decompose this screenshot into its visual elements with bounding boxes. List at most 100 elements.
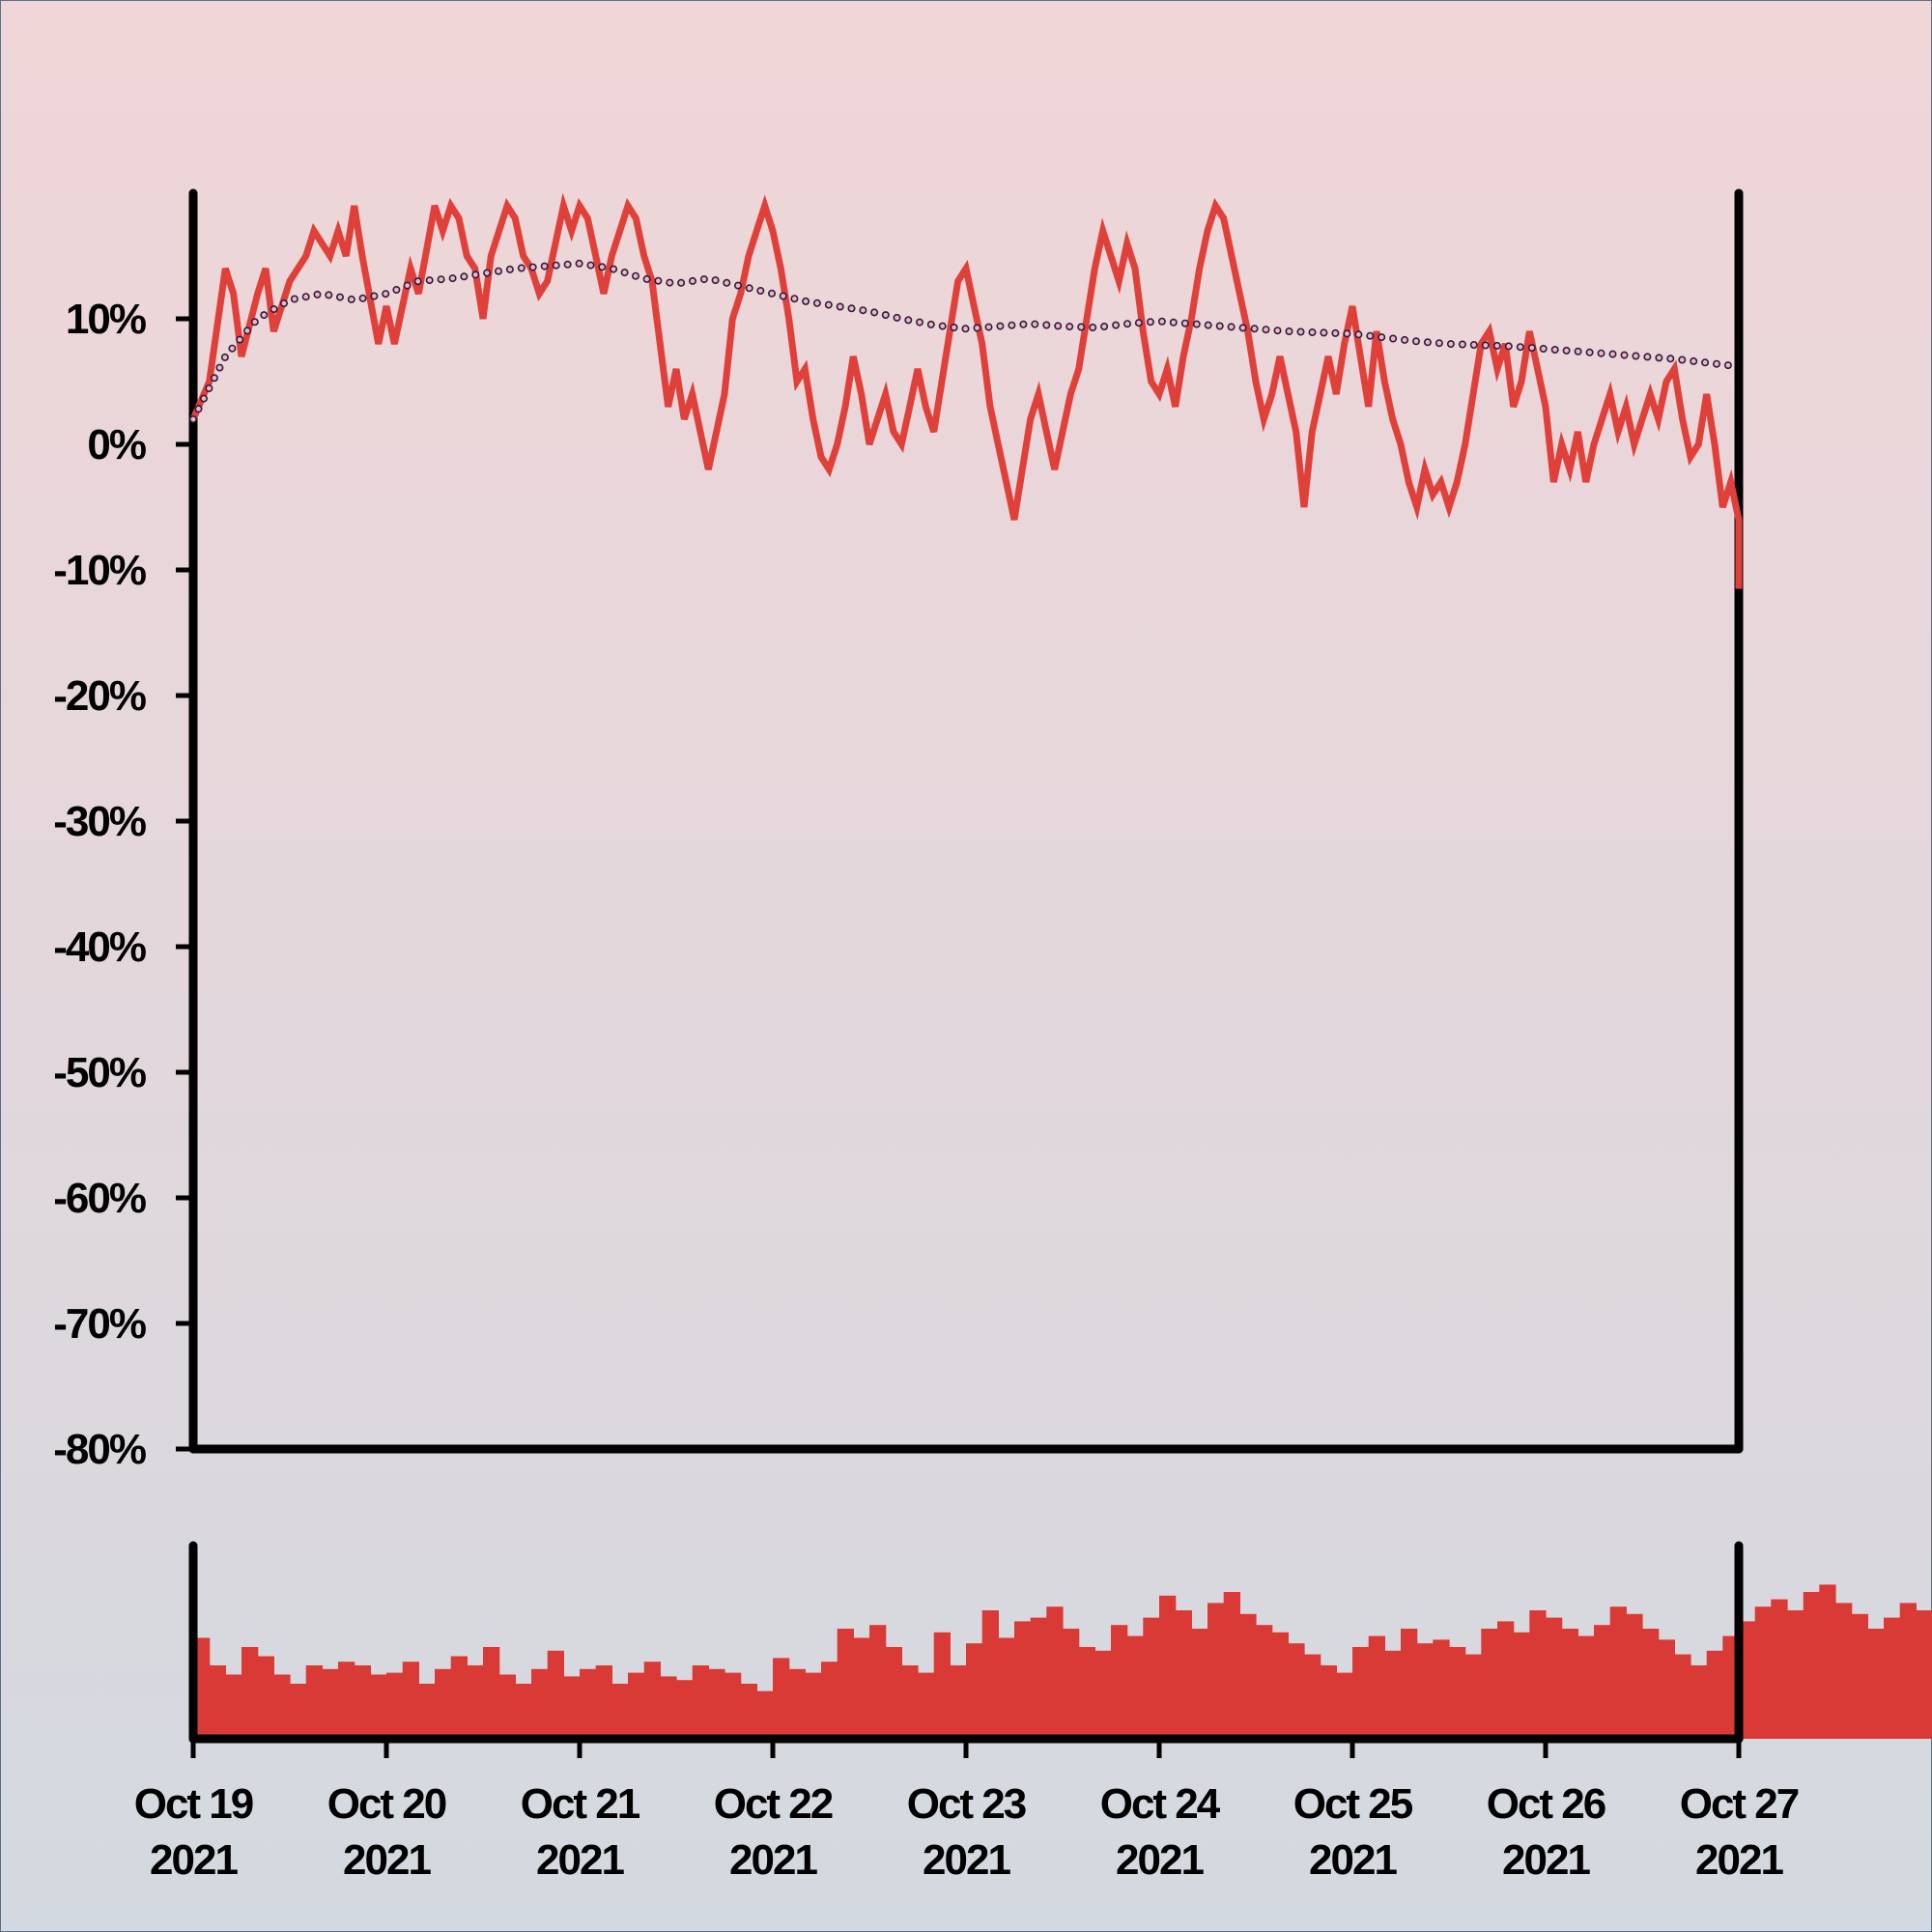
trend-point — [996, 322, 1005, 330]
trend-point — [961, 325, 970, 333]
axes — [188, 188, 1744, 1744]
volume-bar — [450, 1656, 468, 1739]
volume-bar — [386, 1672, 404, 1739]
volume-bar — [1014, 1621, 1032, 1739]
volume-bars — [193, 1584, 1932, 1739]
x-tick-label-year: 2021 — [1695, 1836, 1783, 1884]
trend-point — [642, 274, 651, 283]
volume-bar — [322, 1668, 339, 1739]
trend-point — [1389, 334, 1398, 343]
trend-point — [802, 297, 810, 305]
volume-bar — [643, 1662, 661, 1739]
volume-bar — [209, 1665, 226, 1739]
volume-bar — [1239, 1613, 1257, 1739]
y-tick-label: 10% — [66, 296, 146, 343]
trend-point — [200, 394, 209, 403]
volume-bar — [1754, 1606, 1772, 1739]
trend-point — [347, 295, 355, 303]
trend-point — [358, 294, 367, 302]
volume-bar — [1577, 1635, 1595, 1739]
volume-bar — [1078, 1647, 1095, 1739]
volume-bar — [1481, 1629, 1498, 1739]
volume-bar — [1401, 1629, 1418, 1739]
trend-point — [250, 318, 259, 327]
x-tick-label-date: Oct 26 — [1487, 1780, 1605, 1828]
trend-point — [598, 263, 607, 271]
trend-point — [1343, 329, 1351, 338]
trend-point — [870, 308, 879, 317]
volume-bar — [1271, 1632, 1289, 1739]
trend-point — [1123, 320, 1132, 328]
volume-bar — [402, 1662, 419, 1739]
volume-bar — [1561, 1629, 1578, 1739]
trend-point — [194, 405, 203, 413]
volume-bar — [1464, 1654, 1482, 1739]
trend-point — [563, 260, 572, 269]
volume-bar — [1094, 1650, 1112, 1739]
trend-point — [1065, 323, 1074, 331]
volume-bar — [1208, 1603, 1225, 1739]
volume-bar — [1046, 1606, 1064, 1739]
trend-point — [1678, 355, 1687, 364]
volume-bar — [1642, 1629, 1660, 1739]
volume-bar — [1835, 1603, 1853, 1739]
trend-point — [677, 278, 686, 287]
volume-bar — [1803, 1592, 1820, 1739]
x-tick-label-date: Oct 21 — [521, 1780, 640, 1828]
trend-point — [1620, 351, 1629, 359]
volume-bar — [1674, 1654, 1691, 1739]
volume-bar — [595, 1665, 612, 1739]
volume-bar — [724, 1672, 742, 1739]
volume-bar — [1884, 1617, 1901, 1739]
volume-bar — [1787, 1610, 1804, 1739]
volume-bar — [257, 1656, 274, 1739]
trend-point — [220, 353, 229, 361]
x-tick-label-year: 2021 — [536, 1836, 624, 1884]
trend-point — [711, 276, 720, 285]
trend-point — [403, 281, 412, 290]
trend-point — [413, 277, 422, 286]
trend-point — [1169, 318, 1178, 327]
trend-point — [552, 261, 560, 270]
y-tick-label: 0% — [87, 421, 145, 469]
x-tick-label-date: Oct 23 — [907, 1780, 1026, 1828]
trend-point — [1723, 361, 1732, 370]
volume-bar — [1063, 1629, 1080, 1739]
trend-point — [290, 295, 298, 303]
trend-point — [528, 263, 537, 271]
trend-point — [1019, 320, 1028, 328]
volume-bar — [1529, 1610, 1547, 1739]
trend-point — [425, 276, 434, 285]
volume-bar — [869, 1625, 887, 1739]
trend-point — [586, 261, 595, 270]
trend-point — [1354, 330, 1363, 339]
trend-point — [756, 286, 765, 295]
volume-bar — [901, 1665, 919, 1739]
trend-point — [950, 323, 958, 331]
y-tick-label: -60% — [53, 1175, 146, 1222]
x-tick-label-year: 2021 — [150, 1836, 238, 1884]
y-tick-label: -10% — [53, 547, 146, 594]
trend-point — [236, 335, 244, 344]
trend-point — [1469, 340, 1478, 349]
volume-bar — [1352, 1647, 1370, 1739]
volume-bar — [1594, 1625, 1611, 1739]
volume-bar — [950, 1665, 967, 1739]
volume-bar — [1416, 1643, 1434, 1739]
trend-point — [1308, 327, 1317, 336]
x-tick-label-year: 2021 — [1309, 1836, 1397, 1884]
trend-point — [1320, 328, 1328, 337]
trend-point — [1031, 320, 1039, 328]
trend-point — [1250, 325, 1259, 333]
y-axis-ticks: 10% 0% -10% -20% -30% -40% -50% -60% -70% -80% — [53, 296, 193, 1473]
trend-point — [699, 275, 708, 284]
trend-point — [1134, 319, 1143, 327]
volume-bar — [1916, 1610, 1932, 1739]
trend-point — [279, 298, 288, 307]
trend-point — [1273, 327, 1282, 335]
volume-bar — [370, 1674, 387, 1739]
volume-bar — [788, 1668, 806, 1739]
volume-bar — [1223, 1592, 1240, 1739]
trend-point — [1401, 335, 1409, 344]
